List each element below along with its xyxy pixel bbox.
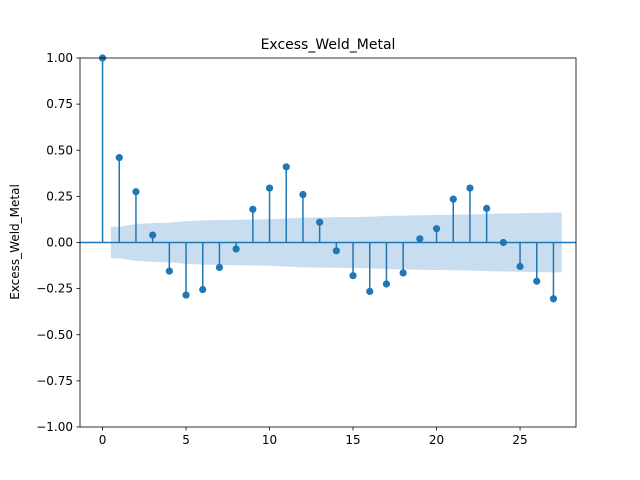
stem-marker — [432, 225, 441, 233]
stem-marker — [249, 205, 257, 213]
stem-marker — [199, 285, 207, 294]
stem-marker — [416, 235, 424, 243]
stem-marker — [382, 280, 391, 288]
stem-layer — [80, 54, 576, 303]
stem-marker — [299, 190, 307, 199]
chart-title: Excess_Weld_Metal — [261, 37, 396, 53]
x-tick-label: 15 — [345, 433, 360, 447]
stem-marker — [499, 238, 507, 247]
x-tick-label: 5 — [182, 433, 190, 447]
stem-marker — [182, 291, 190, 299]
stem-marker — [332, 247, 340, 255]
stem-marker — [282, 163, 290, 171]
y-axis-label: Excess_Weld_Metal — [8, 184, 22, 300]
x-tick-label: 25 — [512, 433, 527, 447]
stem-marker — [149, 231, 157, 239]
stem-marker — [349, 272, 357, 280]
y-tick-label: −0.25 — [36, 282, 73, 296]
stem-marker — [466, 184, 474, 192]
stem-marker — [533, 277, 541, 285]
stem-marker — [549, 295, 558, 303]
stem-marker — [165, 267, 173, 275]
stem-marker — [516, 262, 524, 271]
y-tick-label: 0.25 — [46, 189, 73, 203]
y-tick-label: 1.00 — [46, 51, 73, 65]
y-tick-label: −1.00 — [36, 420, 73, 434]
x-tick-label: 20 — [429, 433, 444, 447]
y-tick-label: 0.75 — [46, 97, 73, 111]
stem-marker — [115, 154, 123, 162]
stem-marker — [316, 218, 324, 226]
stem-marker — [265, 184, 274, 192]
stem-marker — [483, 204, 491, 212]
stem-marker — [232, 245, 240, 253]
axes-layer: 0 5 10 15 20 25 −1.00 −0.75 −0.50 −0.25 0.00 0.25 0.… — [36, 51, 577, 447]
x-tick-label: 0 — [99, 433, 107, 447]
y-tick-label: 0.00 — [46, 236, 73, 250]
x-tick-label: 10 — [262, 433, 277, 447]
y-tick-label: 0.50 — [46, 143, 73, 157]
y-tick-label: −0.50 — [36, 328, 73, 342]
stem-marker — [449, 195, 457, 203]
stem-marker — [132, 188, 140, 196]
stem-marker — [215, 263, 224, 272]
stem-marker — [399, 269, 407, 277]
y-tick-label: −0.75 — [36, 374, 73, 388]
stem-marker — [366, 287, 374, 295]
